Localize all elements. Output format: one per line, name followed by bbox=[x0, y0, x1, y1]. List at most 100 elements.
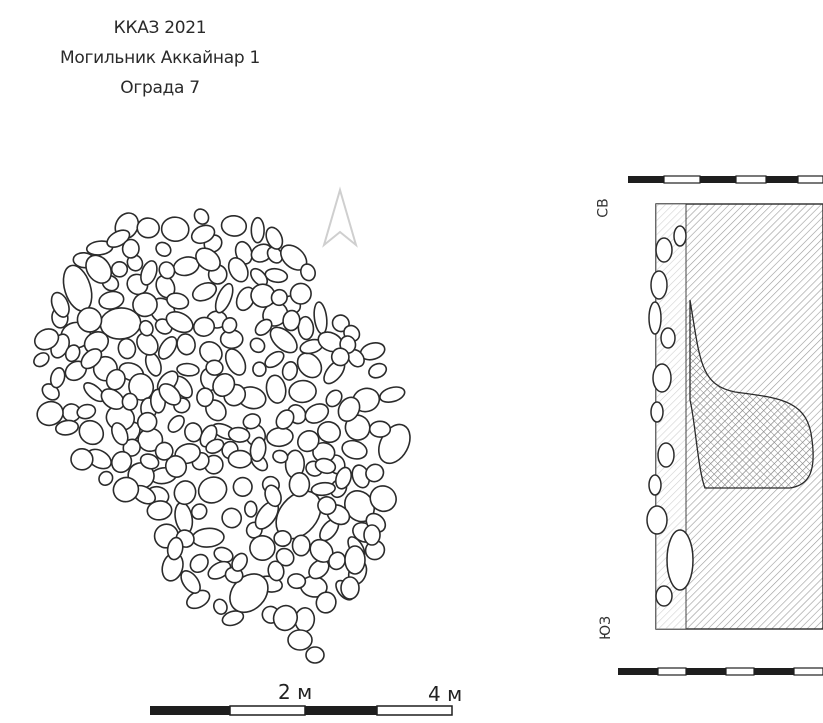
stone bbox=[281, 360, 299, 381]
stone bbox=[368, 420, 392, 438]
stone bbox=[111, 422, 129, 446]
stone bbox=[165, 311, 194, 334]
stone bbox=[232, 476, 253, 498]
stone bbox=[139, 453, 160, 470]
stone bbox=[140, 260, 158, 286]
stone bbox=[305, 646, 325, 664]
stone bbox=[249, 436, 267, 463]
stone bbox=[344, 545, 366, 575]
stone bbox=[205, 359, 224, 376]
stone bbox=[221, 507, 243, 529]
stone bbox=[180, 570, 201, 594]
stone bbox=[252, 361, 267, 378]
stone bbox=[50, 291, 70, 318]
stone bbox=[330, 347, 350, 367]
stone bbox=[227, 426, 251, 443]
stone bbox=[220, 214, 248, 237]
stone bbox=[297, 315, 315, 341]
stone bbox=[272, 449, 289, 464]
section-bottom-scale bbox=[618, 667, 823, 676]
stone bbox=[98, 470, 114, 487]
stone bbox=[76, 403, 97, 420]
stone bbox=[158, 383, 182, 406]
stone bbox=[98, 290, 125, 310]
stone bbox=[80, 348, 103, 370]
stone bbox=[196, 387, 214, 408]
stone bbox=[190, 224, 216, 245]
stone bbox=[341, 439, 368, 460]
stone bbox=[272, 604, 299, 632]
stone bbox=[33, 352, 50, 368]
stone bbox=[325, 389, 343, 408]
stone bbox=[316, 421, 342, 444]
stone bbox=[224, 348, 247, 376]
stone bbox=[340, 576, 360, 600]
stone bbox=[363, 524, 381, 546]
stone bbox=[166, 536, 184, 561]
stone bbox=[296, 352, 323, 379]
stone bbox=[270, 288, 288, 307]
section-label-sw: ЮЗ bbox=[598, 615, 615, 641]
stone bbox=[269, 326, 298, 354]
stone bbox=[64, 344, 81, 363]
stone bbox=[197, 476, 228, 504]
stone bbox=[78, 419, 105, 446]
stone bbox=[288, 379, 317, 404]
stone bbox=[121, 238, 140, 259]
stone bbox=[166, 292, 190, 310]
stone bbox=[110, 450, 133, 474]
stone bbox=[266, 426, 294, 448]
stone bbox=[314, 457, 337, 475]
plan-scale-label-mid: 2 м bbox=[278, 680, 313, 704]
stone bbox=[110, 260, 129, 278]
stone bbox=[365, 463, 385, 483]
stone bbox=[287, 629, 313, 651]
stone bbox=[184, 422, 203, 443]
stone bbox=[264, 267, 289, 284]
stone bbox=[368, 362, 388, 379]
section-top-scale bbox=[628, 175, 823, 184]
drawing-title-line1: ККАЗ 2021 bbox=[113, 18, 207, 38]
stone bbox=[167, 414, 185, 433]
stone bbox=[379, 386, 406, 403]
section-drawing bbox=[618, 175, 823, 676]
stone bbox=[136, 217, 160, 239]
stone bbox=[105, 368, 126, 391]
stone bbox=[195, 247, 221, 272]
stone-cluster-plan bbox=[33, 208, 411, 664]
stone bbox=[273, 529, 292, 548]
stone bbox=[249, 337, 266, 354]
stone bbox=[267, 560, 285, 582]
stone bbox=[254, 318, 273, 336]
stone bbox=[231, 552, 248, 572]
stone bbox=[313, 301, 328, 335]
stone bbox=[117, 337, 137, 360]
stone bbox=[250, 216, 265, 244]
stone bbox=[249, 534, 276, 562]
section-label-ne: СВ bbox=[595, 198, 612, 218]
stone bbox=[243, 500, 258, 518]
drawing-title-line3: Ограда 7 bbox=[120, 78, 200, 98]
stone bbox=[136, 411, 158, 433]
stone bbox=[205, 438, 225, 455]
stone bbox=[265, 226, 284, 250]
stone bbox=[289, 282, 312, 305]
stone bbox=[310, 481, 336, 497]
stone bbox=[369, 485, 397, 513]
stone bbox=[296, 429, 320, 453]
stone bbox=[221, 610, 245, 627]
stone bbox=[315, 591, 337, 614]
stone bbox=[190, 503, 208, 520]
stone bbox=[36, 400, 64, 427]
stone bbox=[337, 396, 361, 423]
stone bbox=[85, 254, 113, 284]
stone bbox=[136, 332, 159, 356]
stone bbox=[189, 553, 209, 574]
stone bbox=[176, 362, 200, 377]
stone bbox=[227, 257, 249, 283]
stone bbox=[317, 496, 337, 516]
stone bbox=[155, 241, 172, 257]
stone bbox=[191, 281, 218, 302]
stone bbox=[287, 573, 307, 590]
stone bbox=[49, 366, 66, 389]
